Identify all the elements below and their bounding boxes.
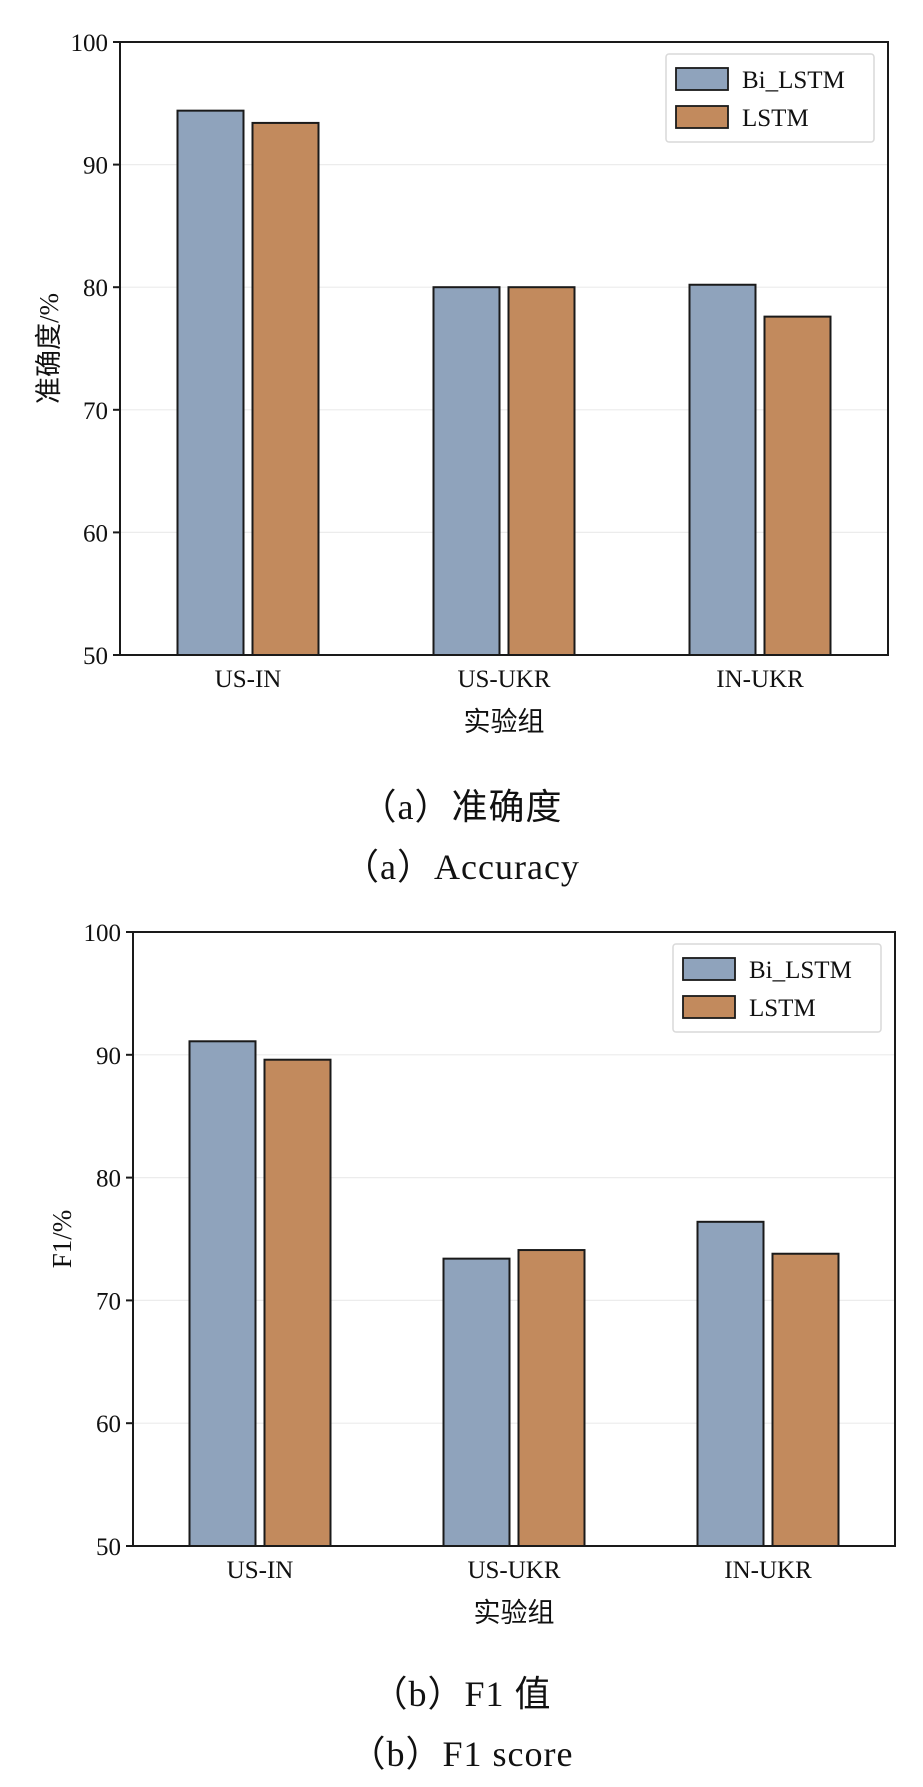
y-tick-label: 70	[96, 1288, 121, 1315]
legend-swatch	[675, 67, 729, 91]
legend-label: LSTM	[749, 995, 816, 1022]
y-tick-label: 50	[96, 1534, 121, 1561]
bar-bi-lstm-in-ukr	[688, 283, 757, 656]
x-axis-label: 实验组	[474, 1598, 555, 1628]
y-axis-label: F1/%	[47, 1210, 77, 1269]
bar-lstm-us-ukr	[517, 1249, 586, 1547]
bar-lstm-in-ukr	[771, 1252, 840, 1547]
legend-label: Bi_LSTM	[742, 67, 845, 94]
bar-lstm-in-ukr	[763, 315, 832, 656]
y-tick-label: 90	[96, 1043, 121, 1070]
legend-label: Bi_LSTM	[749, 957, 852, 984]
bar-bi-lstm-us-in	[188, 1040, 257, 1548]
y-tick-label: 60	[83, 520, 108, 547]
legend-label: LSTM	[742, 105, 809, 132]
legend-swatch	[675, 105, 729, 129]
plot-frame	[119, 41, 889, 656]
bar-lstm-us-in	[263, 1058, 332, 1547]
legend-swatch	[682, 995, 736, 1019]
x-tick-label: US-IN	[227, 1557, 294, 1584]
y-tick-label: 60	[96, 1411, 121, 1438]
legend-swatch	[682, 957, 736, 981]
caption-en-a: （a）Accuracy	[343, 847, 580, 887]
bar-bi-lstm-in-ukr	[696, 1220, 765, 1547]
x-tick-label: US-UKR	[457, 666, 550, 693]
caption-cn-b: （b）F1 值	[371, 1674, 552, 1714]
y-tick-label: 100	[71, 30, 109, 57]
y-axis-label: 准确度/%	[34, 293, 64, 404]
bar-bi-lstm-us-in	[176, 109, 245, 656]
plot-frame	[132, 931, 896, 1547]
accuracy-bar-chart: US-IN US-UKR IN-UKR 50 60 70 80 90 100 实验组 准确度/% Bi…	[34, 30, 889, 737]
y-tick-label: 80	[96, 1166, 121, 1193]
x-tick-label: IN-UKR	[724, 1557, 812, 1584]
y-tick-label: 70	[83, 398, 108, 425]
y-tick-label: 100	[84, 920, 122, 947]
y-tick-label: 80	[83, 275, 108, 302]
x-tick-label: US-IN	[215, 666, 282, 693]
bar-lstm-us-ukr	[507, 286, 576, 656]
y-tick-label: 50	[83, 643, 108, 670]
x-tick-label: IN-UKR	[716, 666, 804, 693]
chart-panel-f1: US-IN US-UKR IN-UKR 50 60 70 80 90 100 实验组 F1/% Bi_…	[0, 900, 923, 1787]
caption-cn-a: （a）准确度	[360, 787, 563, 827]
bar-lstm-us-in	[251, 121, 320, 656]
caption-en-b: （b）F1 score	[349, 1734, 574, 1774]
f1-bar-chart: US-IN US-UKR IN-UKR 50 60 70 80 90 100 实验组 F1/% Bi_…	[47, 920, 896, 1628]
bar-bi-lstm-us-ukr	[432, 286, 501, 656]
bar-bi-lstm-us-ukr	[442, 1257, 511, 1547]
chart-panel-accuracy: US-IN US-UKR IN-UKR 50 60 70 80 90 100 实验组 准确度/% Bi…	[34, 30, 889, 887]
x-axis-label: 实验组	[464, 707, 545, 737]
x-tick-label: US-UKR	[467, 1557, 560, 1584]
y-tick-label: 90	[83, 153, 108, 180]
